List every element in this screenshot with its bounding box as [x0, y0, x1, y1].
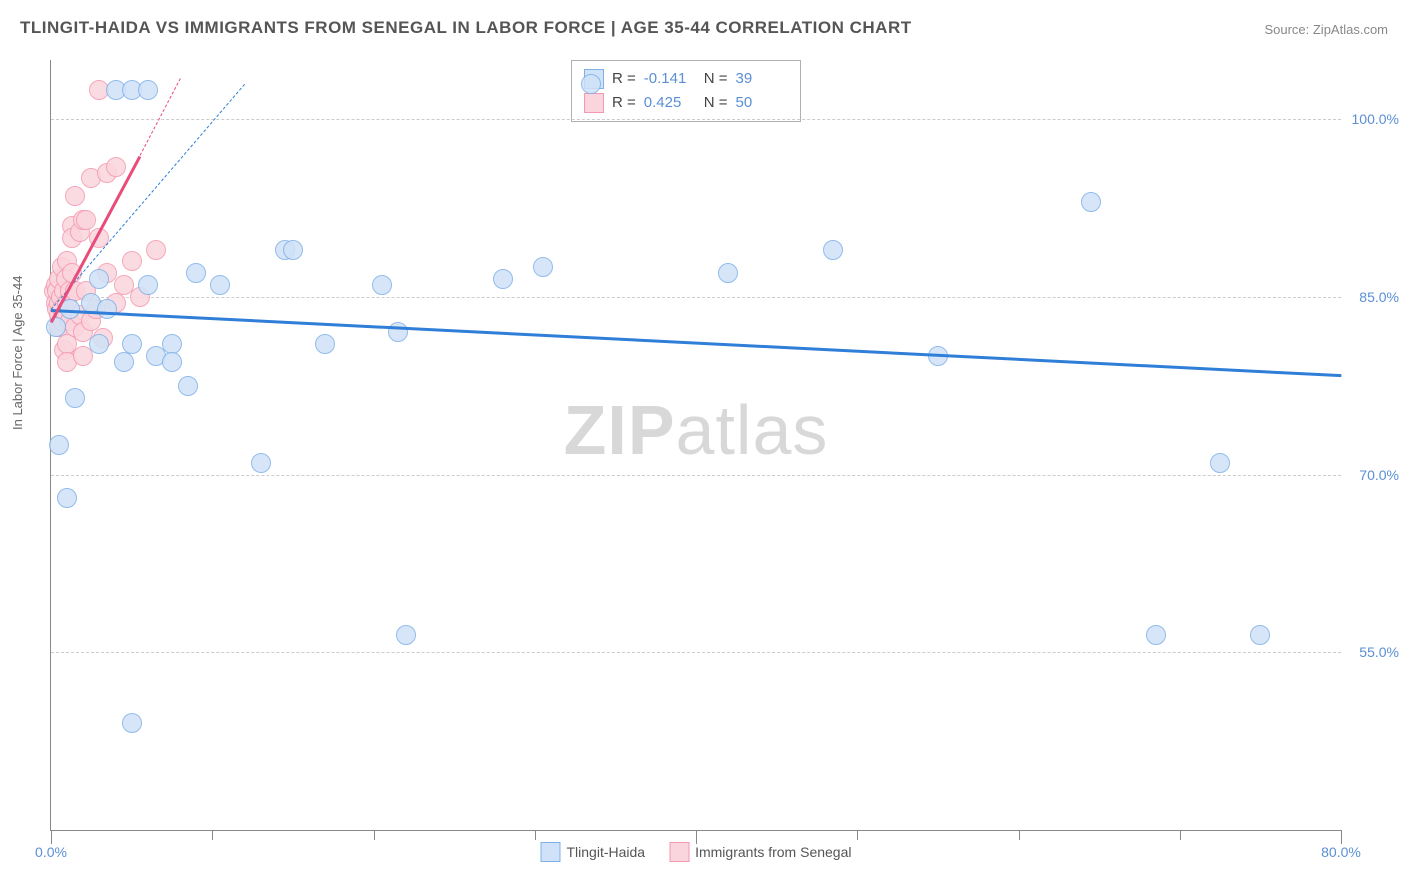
x-minor-tick	[535, 830, 536, 840]
gridline	[51, 297, 1341, 298]
data-point	[718, 263, 738, 283]
data-point	[46, 317, 66, 337]
data-point	[372, 275, 392, 295]
gridline	[51, 652, 1341, 653]
data-point	[1250, 625, 1270, 645]
x-tick	[696, 830, 697, 844]
data-point	[283, 240, 303, 260]
legend-bottom: Tlingit-Haida Immigrants from Senegal	[541, 842, 852, 862]
data-point	[1210, 453, 1230, 473]
data-point	[396, 625, 416, 645]
gridline	[51, 475, 1341, 476]
x-tick-label: 0.0%	[35, 844, 67, 860]
y-axis-label: In Labor Force | Age 35-44	[10, 276, 25, 430]
x-minor-tick	[857, 830, 858, 840]
data-point	[49, 435, 69, 455]
x-minor-tick	[1019, 830, 1020, 840]
data-point	[251, 453, 271, 473]
data-point	[57, 488, 77, 508]
data-point	[89, 269, 109, 289]
y-tick-label: 85.0%	[1359, 289, 1399, 305]
data-point	[122, 251, 142, 271]
data-point	[178, 376, 198, 396]
watermark: ZIPatlas	[564, 390, 829, 470]
data-point	[114, 352, 134, 372]
data-point	[533, 257, 553, 277]
source-label: Source: ZipAtlas.com	[1264, 22, 1388, 37]
data-point	[122, 713, 142, 733]
data-point	[138, 275, 158, 295]
y-tick-label: 70.0%	[1359, 467, 1399, 483]
data-point	[97, 299, 117, 319]
x-tick	[1341, 830, 1342, 844]
x-tick	[51, 830, 52, 844]
data-point	[106, 157, 126, 177]
data-point	[823, 240, 843, 260]
legend-item-1: Tlingit-Haida	[541, 842, 646, 862]
data-point	[1081, 192, 1101, 212]
data-point	[146, 240, 166, 260]
data-point	[122, 334, 142, 354]
data-point	[65, 388, 85, 408]
swatch-series-2	[584, 93, 604, 113]
x-minor-tick	[374, 830, 375, 840]
data-point	[210, 275, 230, 295]
stats-row-1: R = -0.141 N = 39	[584, 67, 788, 91]
legend-item-2: Immigrants from Senegal	[669, 842, 851, 862]
swatch-icon	[669, 842, 689, 862]
data-point	[65, 186, 85, 206]
data-point	[581, 74, 601, 94]
y-tick-label: 100.0%	[1352, 111, 1399, 127]
data-point	[186, 263, 206, 283]
data-point	[315, 334, 335, 354]
x-minor-tick	[1180, 830, 1181, 840]
data-point	[1146, 625, 1166, 645]
x-minor-tick	[212, 830, 213, 840]
stats-legend: R = -0.141 N = 39 R = 0.425 N = 50	[571, 60, 801, 122]
data-point	[138, 80, 158, 100]
trend-line	[51, 309, 1341, 377]
data-point	[76, 210, 96, 230]
scatter-plot: ZIPatlas R = -0.141 N = 39 R = 0.425 N =…	[50, 60, 1341, 831]
x-tick-label: 80.0%	[1321, 844, 1361, 860]
gridline	[51, 119, 1341, 120]
data-point	[162, 352, 182, 372]
data-point	[493, 269, 513, 289]
y-tick-label: 55.0%	[1359, 644, 1399, 660]
data-point	[89, 334, 109, 354]
swatch-icon	[541, 842, 561, 862]
stats-row-2: R = 0.425 N = 50	[584, 91, 788, 115]
chart-title: TLINGIT-HAIDA VS IMMIGRANTS FROM SENEGAL…	[20, 18, 912, 38]
